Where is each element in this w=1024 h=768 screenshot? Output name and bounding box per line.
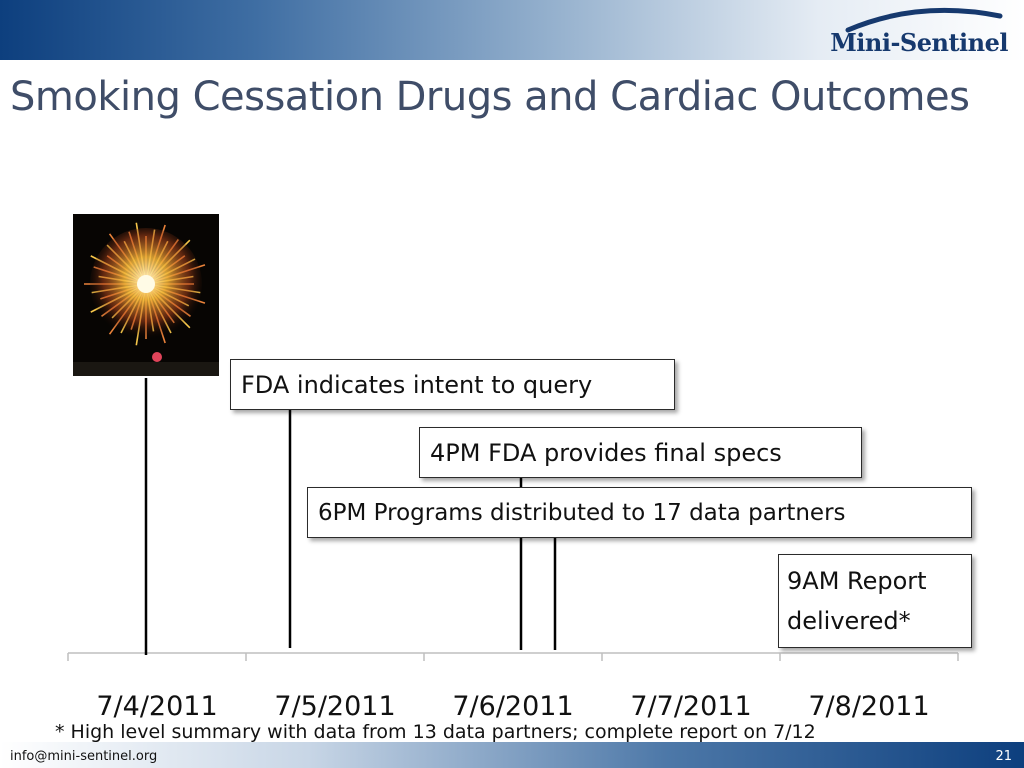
page-title: Smoking Cessation Drugs and Cardiac Outc…: [10, 74, 970, 120]
tick-label: 7/8/2011: [808, 691, 929, 722]
footer-band: [0, 742, 1024, 768]
event-label: FDA indicates intent to query: [241, 371, 593, 399]
mini-sentinel-logo: Mini-Sentinel: [818, 4, 1008, 57]
slide-number: 21: [995, 749, 1012, 764]
event-callout-report: 9AM Report delivered*: [778, 554, 972, 648]
tick-label: 7/5/2011: [274, 691, 395, 722]
footnote: * High level summary with data from 13 d…: [55, 721, 816, 743]
event-callout-distributed: 6PM Programs distributed to 17 data part…: [307, 487, 972, 538]
tick-label: 7/7/2011: [630, 691, 751, 722]
footer-email: info@mini-sentinel.org: [10, 749, 158, 764]
tick-label: 7/6/2011: [452, 691, 573, 722]
logo-arc-icon: [845, 7, 1003, 33]
event-label: 4PM FDA provides final specs: [430, 439, 782, 467]
tick-label: 7/4/2011: [96, 691, 217, 722]
fireworks-icon: [73, 214, 219, 376]
event-callout-intent: FDA indicates intent to query: [230, 359, 675, 410]
event-label: 6PM Programs distributed to 17 data part…: [318, 500, 846, 526]
event-callout-specs: 4PM FDA provides final specs: [419, 427, 862, 478]
event-label: 9AM Report delivered*: [787, 567, 927, 635]
logo-text: Mini-Sentinel: [830, 28, 1008, 57]
